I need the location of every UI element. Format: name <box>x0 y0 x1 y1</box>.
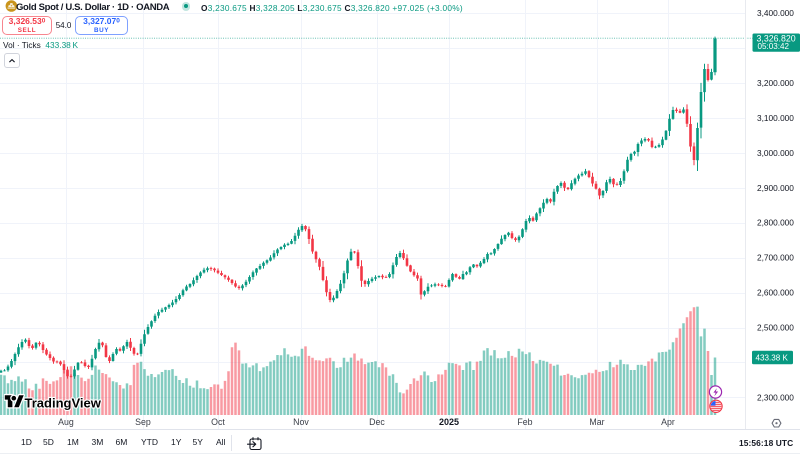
svg-text:3,200.000: 3,200.000 <box>757 78 794 88</box>
svg-text:Dec: Dec <box>369 417 385 427</box>
svg-text:2,500.000: 2,500.000 <box>757 323 794 333</box>
svg-text:TradingView: TradingView <box>25 395 102 410</box>
svg-text:2025: 2025 <box>439 417 459 427</box>
svg-text:3,100.000: 3,100.000 <box>757 113 794 123</box>
svg-text:Oct: Oct <box>211 417 225 427</box>
svg-text:05:03:42: 05:03:42 <box>758 42 790 51</box>
svg-text:2,800.000: 2,800.000 <box>757 218 794 228</box>
svg-text:Feb: Feb <box>517 417 532 427</box>
svg-text:2,700.000: 2,700.000 <box>757 253 794 263</box>
svg-text:3,000.000: 3,000.000 <box>757 148 794 158</box>
svg-text:3,400.000: 3,400.000 <box>757 8 794 18</box>
svg-text:Nov: Nov <box>293 417 309 427</box>
svg-text:433.38 K: 433.38 K <box>756 353 789 362</box>
svg-text:Mar: Mar <box>589 417 604 427</box>
svg-text:2,600.000: 2,600.000 <box>757 288 794 298</box>
svg-text:Apr: Apr <box>661 417 675 427</box>
svg-text:2,300.000: 2,300.000 <box>757 392 794 402</box>
svg-text:2,900.000: 2,900.000 <box>757 183 794 193</box>
